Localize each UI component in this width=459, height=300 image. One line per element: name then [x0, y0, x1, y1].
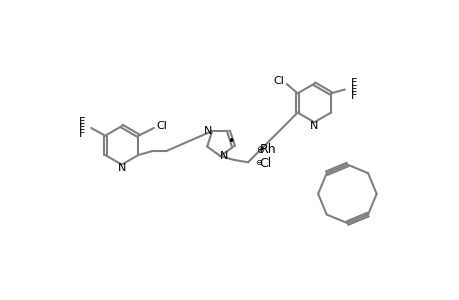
Text: •: •: [227, 135, 235, 148]
Text: N: N: [219, 151, 228, 161]
Text: F: F: [350, 78, 357, 88]
Text: Cl: Cl: [273, 76, 284, 86]
Text: F: F: [78, 117, 85, 127]
Text: ⊖: ⊖: [255, 158, 262, 167]
Text: N: N: [204, 126, 212, 136]
Text: N: N: [118, 164, 126, 173]
Text: F: F: [78, 129, 85, 139]
Text: ⊕: ⊕: [256, 145, 264, 155]
Text: Cl: Cl: [259, 157, 271, 169]
Text: F: F: [350, 85, 357, 94]
Text: F: F: [78, 123, 85, 133]
Text: N: N: [309, 121, 318, 131]
Text: F: F: [350, 91, 357, 101]
Text: Rh: Rh: [259, 143, 276, 157]
Text: Cl: Cl: [156, 121, 167, 131]
